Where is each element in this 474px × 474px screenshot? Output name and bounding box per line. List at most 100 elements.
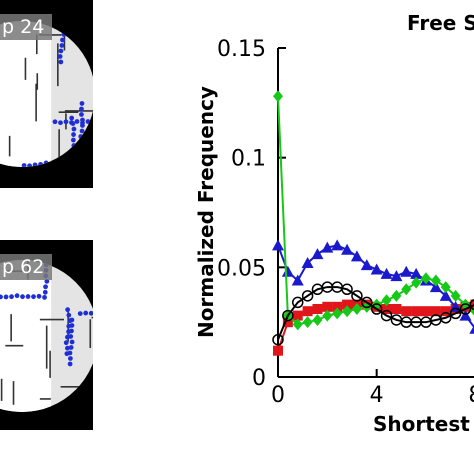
data-point-square <box>273 345 283 356</box>
map-node <box>67 356 73 361</box>
data-point-diamond <box>401 283 412 296</box>
data-point-triangle <box>390 270 403 282</box>
data-point-diamond <box>430 274 441 287</box>
data-point-square <box>312 304 323 315</box>
data-point-triangle <box>341 243 354 255</box>
data-point-square <box>421 306 431 317</box>
data-point-triangle <box>281 265 294 277</box>
map-node <box>58 59 64 65</box>
map-node <box>52 119 58 125</box>
data-point-diamond <box>332 307 343 320</box>
map-node <box>42 289 48 295</box>
map-panel-bottom-label: p 62 <box>0 254 53 280</box>
map-node <box>60 37 65 43</box>
x-tick-label: 0 <box>271 383 285 408</box>
data-point-circle <box>439 312 452 324</box>
map-node <box>59 43 65 48</box>
map-panel-top-label: p 24 <box>0 14 53 40</box>
data-point-triangle <box>459 309 472 321</box>
data-point-circle <box>370 303 383 315</box>
map-node <box>57 54 63 59</box>
data-point-circle <box>341 283 353 296</box>
map-node <box>31 294 36 300</box>
data-point-circle <box>291 296 304 309</box>
map-node <box>44 278 50 284</box>
map-node <box>43 284 48 290</box>
map-node <box>67 350 73 356</box>
data-point-square <box>282 317 293 328</box>
map-node <box>79 106 84 112</box>
data-point-diamond <box>342 305 353 318</box>
data-point-circle <box>301 290 314 302</box>
data-point-triangle <box>400 265 413 277</box>
data-point-diamond <box>421 272 431 285</box>
data-point-triangle <box>350 250 363 262</box>
map-node <box>67 361 73 367</box>
x-axis-label: Shortest <box>373 412 470 436</box>
data-point-square <box>332 301 343 312</box>
map-node <box>36 293 42 299</box>
map-node <box>68 345 74 350</box>
data-point-square <box>302 306 313 317</box>
data-point-triangle <box>331 239 344 251</box>
map-image-bottom <box>0 260 93 412</box>
data-point-triangle <box>469 325 474 334</box>
data-point-square <box>342 299 353 310</box>
data-point-triangle <box>370 263 383 275</box>
map-node <box>80 123 85 128</box>
map-node <box>66 312 72 318</box>
map-node <box>3 294 9 300</box>
map-node <box>63 119 69 125</box>
data-point-square <box>470 299 474 310</box>
series-line-circle <box>277 286 474 341</box>
data-point-square <box>322 301 333 312</box>
y-tick-label: 0.05 <box>217 256 266 281</box>
map-node <box>69 339 75 345</box>
data-point-diamond <box>450 289 461 302</box>
data-point-diamond <box>292 318 303 331</box>
data-point-circle <box>459 303 472 315</box>
map-panel-bottom: p 62 <box>0 240 93 430</box>
data-point-triangle <box>321 241 334 253</box>
data-point-triangle <box>439 289 452 301</box>
map-node <box>69 317 75 323</box>
map-node <box>83 310 89 316</box>
map-node <box>58 120 63 126</box>
data-point-square <box>381 304 392 315</box>
map-node <box>70 121 76 126</box>
data-point-square <box>411 306 422 317</box>
map-node <box>14 293 20 299</box>
data-point-circle <box>282 309 294 322</box>
y-tick-label: 0.15 <box>217 37 266 62</box>
data-point-diamond <box>381 294 392 307</box>
map-node <box>65 345 70 351</box>
map-node <box>20 294 25 300</box>
y-tick-label: 0.1 <box>231 147 266 172</box>
data-point-diamond <box>312 313 323 326</box>
data-point-diamond <box>411 276 422 289</box>
data-point-square <box>440 306 451 317</box>
data-point-triangle <box>429 281 442 293</box>
map-node <box>9 294 14 300</box>
map-node <box>25 294 31 299</box>
data-point-circle <box>449 307 462 320</box>
map-node <box>69 115 75 121</box>
map-node <box>42 294 47 300</box>
data-point-square <box>401 306 412 317</box>
data-point-triangle <box>360 259 373 271</box>
data-point-diamond <box>351 303 362 316</box>
map-node <box>77 311 83 316</box>
chart-title: Free S <box>407 11 474 35</box>
map-node <box>69 323 75 328</box>
map-node <box>79 112 84 117</box>
y-axis-label: Normalized Frequency <box>194 86 218 338</box>
map-node <box>80 117 85 123</box>
map-node <box>71 126 77 132</box>
data-point-circle <box>272 333 284 346</box>
map-node <box>65 307 71 313</box>
data-point-diamond <box>273 90 283 103</box>
x-tick-label: 8 <box>468 383 474 408</box>
data-point-square <box>292 310 303 321</box>
data-point-diamond <box>322 309 333 322</box>
